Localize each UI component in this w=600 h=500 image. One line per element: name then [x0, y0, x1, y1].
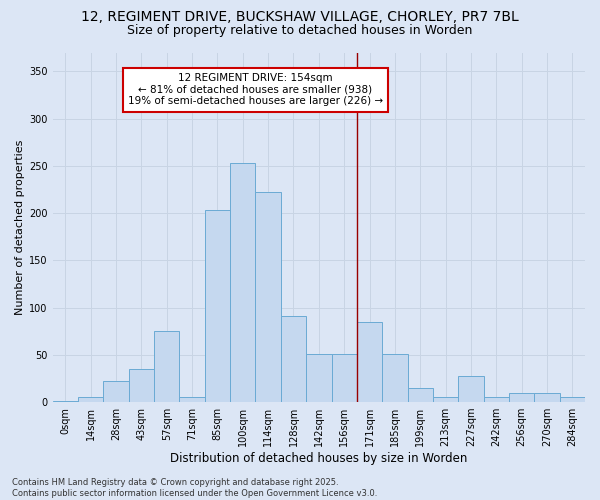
Bar [53, 401, 78, 402]
Bar [560, 398, 585, 402]
Bar [484, 398, 509, 402]
Bar [179, 398, 205, 402]
Text: Contains HM Land Registry data © Crown copyright and database right 2025.
Contai: Contains HM Land Registry data © Crown c… [12, 478, 377, 498]
Text: 12 REGIMENT DRIVE: 154sqm
← 81% of detached houses are smaller (938)
19% of semi: 12 REGIMENT DRIVE: 154sqm ← 81% of detac… [128, 74, 383, 106]
Bar [357, 322, 382, 402]
Text: Size of property relative to detached houses in Worden: Size of property relative to detached ho… [127, 24, 473, 37]
Bar [103, 382, 129, 402]
Bar [535, 392, 560, 402]
Bar [281, 316, 306, 402]
Bar [509, 392, 535, 402]
Y-axis label: Number of detached properties: Number of detached properties [15, 140, 25, 315]
Bar [205, 210, 230, 402]
Bar [129, 369, 154, 402]
Bar [332, 354, 357, 402]
Bar [382, 354, 407, 402]
Bar [433, 398, 458, 402]
Bar [306, 354, 332, 402]
X-axis label: Distribution of detached houses by size in Worden: Distribution of detached houses by size … [170, 452, 467, 465]
Bar [154, 331, 179, 402]
Bar [458, 376, 484, 402]
Bar [407, 388, 433, 402]
Bar [230, 163, 256, 402]
Bar [256, 192, 281, 402]
Bar [78, 398, 103, 402]
Text: 12, REGIMENT DRIVE, BUCKSHAW VILLAGE, CHORLEY, PR7 7BL: 12, REGIMENT DRIVE, BUCKSHAW VILLAGE, CH… [81, 10, 519, 24]
